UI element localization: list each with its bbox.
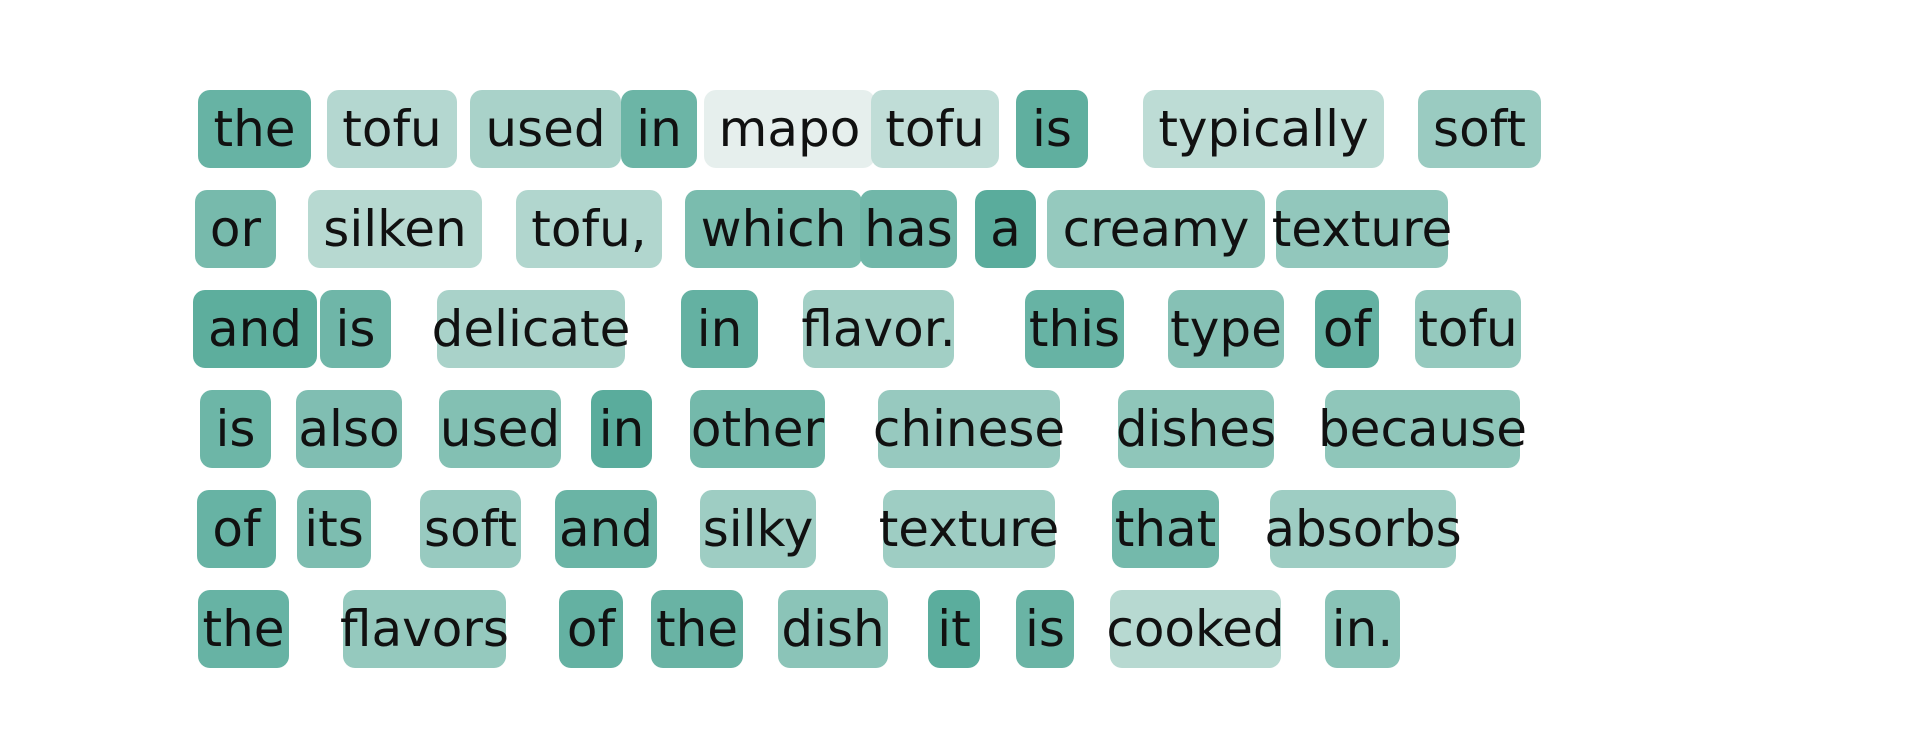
token-box: texture — [879, 490, 1059, 568]
token-box: this — [1025, 290, 1124, 368]
token-box: is — [200, 390, 271, 468]
token-box: soft — [1418, 90, 1541, 168]
token-box: silky — [700, 490, 816, 568]
token-box: it — [928, 590, 980, 668]
token-box: and — [555, 490, 657, 568]
token-box: and — [193, 290, 317, 368]
token-box: that — [1112, 490, 1219, 568]
token-box: tofu, — [516, 190, 662, 268]
token-box: flavors — [340, 590, 509, 668]
token-box: typically — [1143, 90, 1384, 168]
token-box: the — [198, 90, 311, 168]
token-box: is — [1016, 590, 1074, 668]
token-box: soft — [420, 490, 521, 568]
token-box: in — [591, 390, 652, 468]
token-box: has — [860, 190, 957, 268]
token-box: mapo — [704, 90, 875, 168]
token-box: which — [685, 190, 862, 268]
token-box: delicate — [432, 290, 630, 368]
token-box: silken — [308, 190, 482, 268]
token-box: tofu — [327, 90, 457, 168]
token-box: cooked — [1106, 590, 1285, 668]
token-box: in — [681, 290, 758, 368]
token-box: texture — [1272, 190, 1452, 268]
token-box: or — [195, 190, 276, 268]
token-box: of — [1315, 290, 1379, 368]
token-box: flavor. — [801, 290, 956, 368]
token-box: creamy — [1047, 190, 1265, 268]
token-box: used — [470, 90, 621, 168]
token-box: the — [198, 590, 289, 668]
token-box: other — [690, 390, 825, 468]
token-box: dishes — [1116, 390, 1276, 468]
token-box: used — [439, 390, 561, 468]
token-box: of — [559, 590, 623, 668]
token-box: in — [621, 90, 697, 168]
token-box: the — [651, 590, 743, 668]
token-box: because — [1318, 390, 1527, 468]
token-box: absorbs — [1264, 490, 1462, 568]
token-box: is — [320, 290, 391, 368]
token-box: tofu — [1415, 290, 1521, 368]
token-box: is — [1016, 90, 1088, 168]
token-box: chinese — [873, 390, 1065, 468]
token-box: in. — [1325, 590, 1400, 668]
token-box: dish — [778, 590, 888, 668]
token-box: its — [297, 490, 371, 568]
token-box: tofu — [871, 90, 999, 168]
token-box: also — [296, 390, 402, 468]
token-box: of — [197, 490, 276, 568]
token-box: a — [975, 190, 1036, 268]
token-box: type — [1168, 290, 1284, 368]
